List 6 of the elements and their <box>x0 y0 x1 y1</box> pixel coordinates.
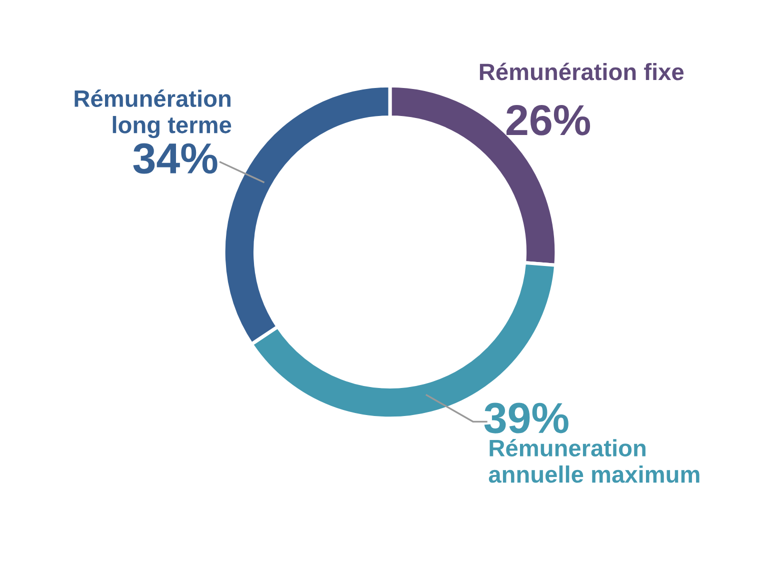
data-label: 26% <box>506 104 590 136</box>
data-label: 39% <box>484 402 568 434</box>
slice-label: Rémunération fixe <box>480 62 684 80</box>
data-label: 34% <box>133 143 218 174</box>
slice-label: Rémuneration annuelle maximum <box>488 438 700 483</box>
slice-label: Rémunération long terme <box>74 89 232 138</box>
